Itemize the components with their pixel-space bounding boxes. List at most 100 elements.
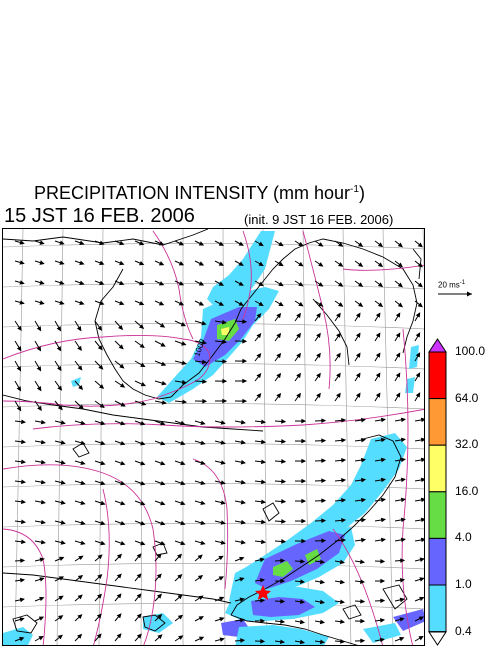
wind-arrow-head	[239, 577, 245, 582]
wind-arrow-head	[258, 261, 264, 267]
wind-arrow-head	[336, 312, 341, 318]
wind-arrow-head	[380, 537, 387, 543]
wind-arrow-head	[336, 332, 341, 338]
wind-arrow-head	[361, 437, 367, 443]
wind-arrow-head	[160, 480, 166, 486]
wind-vectors	[14, 240, 424, 645]
wind-arrow-head	[336, 352, 341, 358]
wind-arrow-head	[39, 577, 45, 582]
wind-arrow-head	[420, 477, 424, 483]
wind-arrow-head	[278, 261, 284, 267]
wind-arrow-head	[240, 638, 246, 643]
wind-arrow-head	[338, 282, 344, 287]
wind-arrow-head	[220, 420, 226, 425]
wind-arrow-head	[301, 438, 307, 444]
wind-arrow-head	[239, 617, 246, 623]
wind-arrow-head	[296, 372, 301, 379]
wind-arrow-head	[358, 282, 364, 287]
wind-arrow-head	[240, 539, 246, 545]
wind-arrow-head	[158, 281, 165, 286]
wind-arrow-head	[177, 573, 183, 580]
wind-arrow-head	[16, 366, 22, 372]
wind-arrow-head	[178, 261, 185, 266]
wind-arrow-head	[136, 613, 142, 619]
wind-arrow-head	[180, 540, 186, 546]
wind-arrow-head	[278, 241, 284, 247]
wind-arrow-head	[36, 386, 42, 392]
wind-arrow-head	[56, 346, 62, 352]
wind-arrow-head	[120, 481, 126, 486]
wind-arrow-head	[260, 419, 267, 425]
legend-label: 0.4	[455, 623, 472, 638]
wind-arrow-head	[97, 325, 103, 331]
wind-arrow-head	[140, 381, 147, 387]
legend-box	[428, 491, 447, 539]
wind-arrow-head	[296, 332, 301, 339]
wind-arrow-head	[395, 392, 401, 398]
wind-arrow-head	[220, 520, 226, 525]
wind-arrow-head	[98, 364, 104, 370]
wind-arrow-head	[380, 558, 386, 564]
wind-arrow-head	[220, 480, 226, 485]
wind-arrow-head	[119, 260, 125, 266]
wind-arrow-head	[395, 332, 401, 338]
wind-arrow-head	[377, 302, 384, 308]
wind-arrow-head	[19, 280, 25, 285]
wind-arrow-head	[140, 440, 146, 446]
wind-arrow-head	[57, 634, 63, 640]
wind-arrow-head	[181, 379, 187, 385]
wind-arrow-head	[139, 240, 145, 246]
wind-arrow-head	[375, 312, 381, 318]
wind-arrow-head	[420, 537, 424, 543]
wind-arrow-head	[222, 339, 228, 345]
wind-arrow-head	[319, 619, 326, 625]
wind-arrow-head	[417, 262, 423, 268]
wind-arrow-head	[16, 406, 22, 412]
wind-arrow-head	[222, 378, 228, 384]
wind-arrow-head	[280, 578, 286, 584]
wind-arrow-head	[417, 282, 423, 288]
wind-arrow-head	[19, 240, 25, 245]
wind-arrow-head	[420, 457, 424, 463]
wind-arrow-head	[400, 477, 406, 483]
wind-arrow-head	[260, 499, 267, 505]
wind-arrow-head	[197, 554, 203, 560]
wind-arrow-head	[139, 324, 145, 330]
legend-box	[428, 398, 447, 446]
wind-arrow-head	[281, 479, 287, 484]
wind-arrow-head	[280, 558, 286, 564]
wind-arrow-head	[200, 520, 206, 526]
wind-arrow-head	[276, 352, 282, 359]
wind-arrow-head	[80, 420, 86, 426]
wind-arrow-head	[395, 352, 401, 358]
wind-arrow-head	[321, 438, 327, 444]
wind-arrow-head	[296, 352, 301, 359]
weather-map: 1000	[2, 228, 425, 646]
wind-arrow-head	[300, 559, 306, 564]
wind-arrow-head	[360, 638, 366, 644]
wind-arrow-head	[120, 501, 126, 506]
wind-arrow-head	[200, 480, 206, 486]
wind-arrow-head	[260, 638, 266, 644]
wind-arrow-head	[377, 282, 384, 288]
wind-arrow-head	[259, 577, 266, 583]
wind-arrow-head	[161, 380, 167, 386]
wind-arrow-head	[420, 497, 424, 503]
wind-arrow-head	[140, 480, 146, 486]
wind-arrow-head	[59, 556, 65, 562]
wind-arrow-head	[399, 636, 405, 642]
wind-arrow-head	[278, 281, 284, 287]
wind-arrow-head	[339, 579, 346, 585]
wind-arrow-head	[319, 639, 326, 645]
wind-arrow-head	[238, 261, 244, 266]
wind-arrow-head	[36, 366, 42, 372]
wind-arrow-head	[159, 323, 166, 328]
wind-arrow-head	[119, 363, 125, 369]
wind-arrow-head	[359, 579, 366, 584]
wind-arrow-head	[120, 441, 126, 446]
wind-arrow-head	[318, 302, 324, 307]
wind-arrow-head	[400, 537, 406, 543]
wind-arrow-head	[198, 595, 204, 601]
wind-arrow-head	[97, 554, 103, 560]
wind-arrow-head	[260, 539, 267, 545]
